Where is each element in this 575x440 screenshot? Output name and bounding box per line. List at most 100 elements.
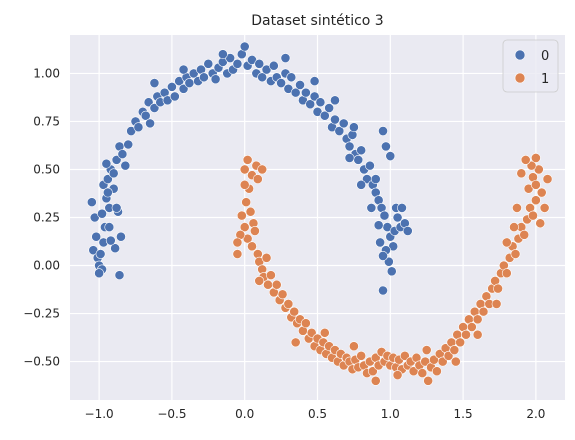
y-tick-label: −0.50 [23, 355, 60, 369]
scatter-point [120, 160, 131, 171]
scatter-point [528, 210, 538, 221]
legend-box [502, 39, 559, 93]
scatter-point [300, 87, 311, 98]
scatter-point [117, 149, 128, 160]
scatter-point [417, 368, 428, 379]
scatter-point [353, 154, 364, 165]
scatter-point [450, 356, 461, 367]
legend-label: 0 [541, 49, 549, 64]
scatter-point [276, 78, 287, 88]
scatter-point [378, 251, 388, 261]
scatter-point [247, 241, 257, 252]
x-tick-label: 1.5 [454, 407, 473, 421]
scatter-point [466, 322, 477, 332]
series-0 [86, 41, 413, 296]
scatter-point [143, 97, 154, 108]
scatter-point [437, 356, 448, 367]
x-tick-label: 0.5 [308, 407, 327, 421]
scatter-point [402, 226, 413, 236]
scatter-point [309, 91, 320, 102]
scatter-point [286, 72, 297, 83]
scatter-point [493, 283, 503, 294]
scatter-point [443, 350, 454, 361]
scatter-point [169, 91, 180, 102]
scatter-point [512, 202, 522, 213]
scatter-point [455, 337, 466, 348]
scatter-point [91, 231, 102, 242]
scatter-point [385, 151, 396, 161]
scatter-point [105, 235, 116, 246]
scatter-point [539, 202, 550, 213]
scatter-point [520, 154, 531, 165]
scatter-point [309, 76, 320, 87]
scatter-point [306, 327, 317, 338]
scatter-point [356, 350, 367, 361]
scatter-point [365, 160, 375, 171]
scatter-point [338, 118, 349, 129]
scatter-point [241, 197, 252, 208]
scatter-point [283, 299, 294, 309]
scatter-point [423, 375, 434, 386]
scatter-point [95, 249, 106, 259]
scatter-point [319, 110, 330, 121]
scatter-point [501, 237, 512, 248]
scatter-point [383, 256, 394, 267]
scatter-point [268, 60, 279, 71]
scatter-point [178, 83, 189, 94]
scatter-point [530, 179, 541, 190]
scatter-point [116, 231, 126, 242]
scatter-point [397, 202, 407, 213]
scatter-point [378, 285, 388, 296]
scatter-point [356, 179, 367, 190]
scatter-point [111, 202, 122, 213]
scatter-point [140, 110, 151, 121]
scatter-point [421, 345, 432, 355]
scatter-point [449, 345, 460, 355]
scatter-point [149, 78, 160, 88]
scatter-point [315, 97, 326, 108]
scatter-point [149, 103, 160, 113]
scatter-point [101, 158, 112, 169]
y-tick-label: 0.50 [33, 162, 60, 176]
scatter-point [245, 206, 256, 217]
scatter-point [110, 243, 121, 254]
x-tick-label: 1.0 [381, 407, 400, 421]
scatter-point [300, 318, 311, 329]
scatter-point [97, 208, 107, 219]
scatter-point [530, 195, 541, 206]
x-tick-label: 0.0 [235, 407, 254, 421]
scatter-point [249, 226, 260, 236]
scatter-point [203, 58, 214, 69]
legend: 01 [502, 39, 559, 93]
chart-title: Dataset sintético 3 [251, 13, 383, 29]
scatter-point [252, 174, 263, 184]
series-1 [232, 153, 553, 386]
scatter-point [379, 210, 390, 221]
scatter-point [370, 174, 381, 184]
scatter-point [330, 95, 340, 106]
x-tick-label: 2.0 [526, 407, 545, 421]
scatter-point [356, 145, 367, 156]
scatter-point [501, 268, 512, 279]
scatter-point [232, 58, 243, 69]
scatter-point [491, 299, 502, 309]
scatter-point [370, 375, 381, 386]
scatter-point [102, 187, 113, 198]
scatter-point [289, 306, 300, 317]
scatter-point [392, 370, 403, 380]
scatter-point [271, 279, 282, 290]
data-points [86, 41, 553, 386]
scatter-point [277, 289, 288, 300]
legend-label: 1 [541, 72, 549, 87]
scatter-point [472, 314, 483, 325]
scatter-point [114, 270, 125, 281]
y-tick-label: 0.25 [33, 211, 60, 225]
scatter-point [516, 168, 527, 179]
scatter-point [319, 327, 330, 338]
scatter-point [305, 99, 316, 110]
scatter-point [392, 212, 403, 223]
scatter-point [431, 366, 442, 377]
scatter-point [535, 218, 546, 229]
scatter-point [366, 202, 377, 213]
scatter-point [261, 252, 272, 263]
